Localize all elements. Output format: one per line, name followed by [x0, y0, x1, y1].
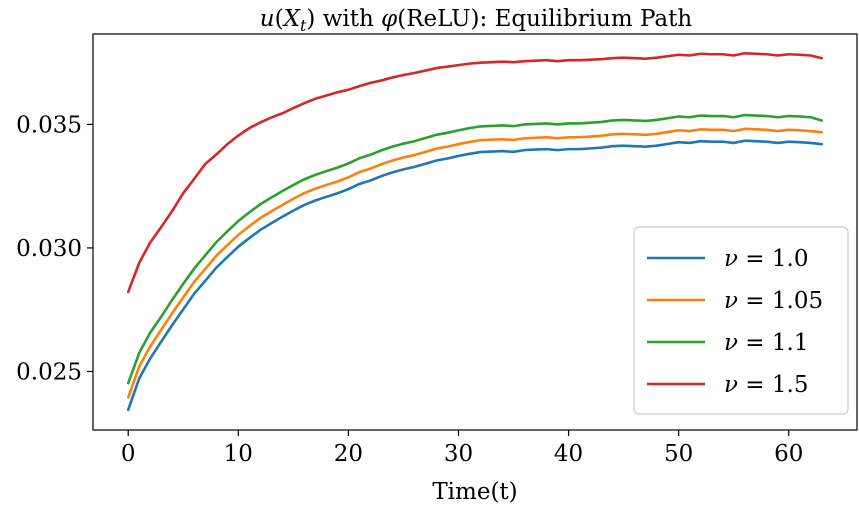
- legend-symbol: ν: [724, 372, 738, 398]
- legend-symbol: ν: [724, 288, 738, 314]
- legend-value: = 1.1: [738, 330, 808, 356]
- x-tick-label: 60: [774, 441, 803, 467]
- title-arg-open: (: [275, 6, 284, 32]
- x-tick-label: 10: [224, 441, 253, 467]
- series-layer: [126, 51, 824, 412]
- legend-label: ν = 1.0: [724, 246, 808, 272]
- series-line-3: [126, 113, 824, 385]
- plot-frame: [92, 33, 858, 431]
- title-middle: with: [315, 6, 381, 32]
- x-tick-label: 0: [121, 441, 136, 467]
- legend-value: = 1.5: [738, 372, 808, 398]
- y-tick-label: 0.035: [16, 112, 82, 138]
- title-arg-var: X: [282, 6, 302, 32]
- legend-label: ν = 1.05: [724, 288, 823, 314]
- x-axis-title: Time(t): [432, 479, 517, 505]
- title-rest: (ReLU): Equilibrium Path: [397, 6, 692, 32]
- chart-title: u(Xt) with φ(ReLU): Equilibrium Path: [260, 6, 693, 35]
- series-line-2: [126, 127, 824, 399]
- legend-value: = 1.0: [738, 246, 808, 272]
- y-tick-label: 0.030: [16, 236, 82, 262]
- legend-symbol: ν: [724, 330, 738, 356]
- legend-symbol: ν: [724, 246, 738, 272]
- legend-box: [633, 226, 849, 415]
- y-tick-label: 0.025: [16, 359, 82, 385]
- x-tick-label: 20: [334, 441, 363, 467]
- series-line-4: [126, 51, 824, 294]
- legend-value: = 1.05: [738, 288, 823, 314]
- x-tick-label: 30: [444, 441, 473, 467]
- title-arg-close: ): [306, 6, 315, 32]
- legend: ν = 1.0ν = 1.05ν = 1.1ν = 1.5: [633, 226, 849, 415]
- x-tick-label: 40: [554, 441, 583, 467]
- title-func: u: [260, 6, 275, 32]
- title-phi: φ: [381, 6, 398, 32]
- legend-label: ν = 1.5: [724, 372, 808, 398]
- y-axis: 0.025 0.030 0.035: [16, 112, 93, 385]
- title-arg-sub: t: [300, 16, 307, 35]
- x-tick-label: 50: [664, 441, 693, 467]
- x-axis: 0 10 20 30 40 50 60: [121, 430, 803, 467]
- series-line-1: [126, 139, 824, 412]
- legend-label: ν = 1.1: [724, 330, 808, 356]
